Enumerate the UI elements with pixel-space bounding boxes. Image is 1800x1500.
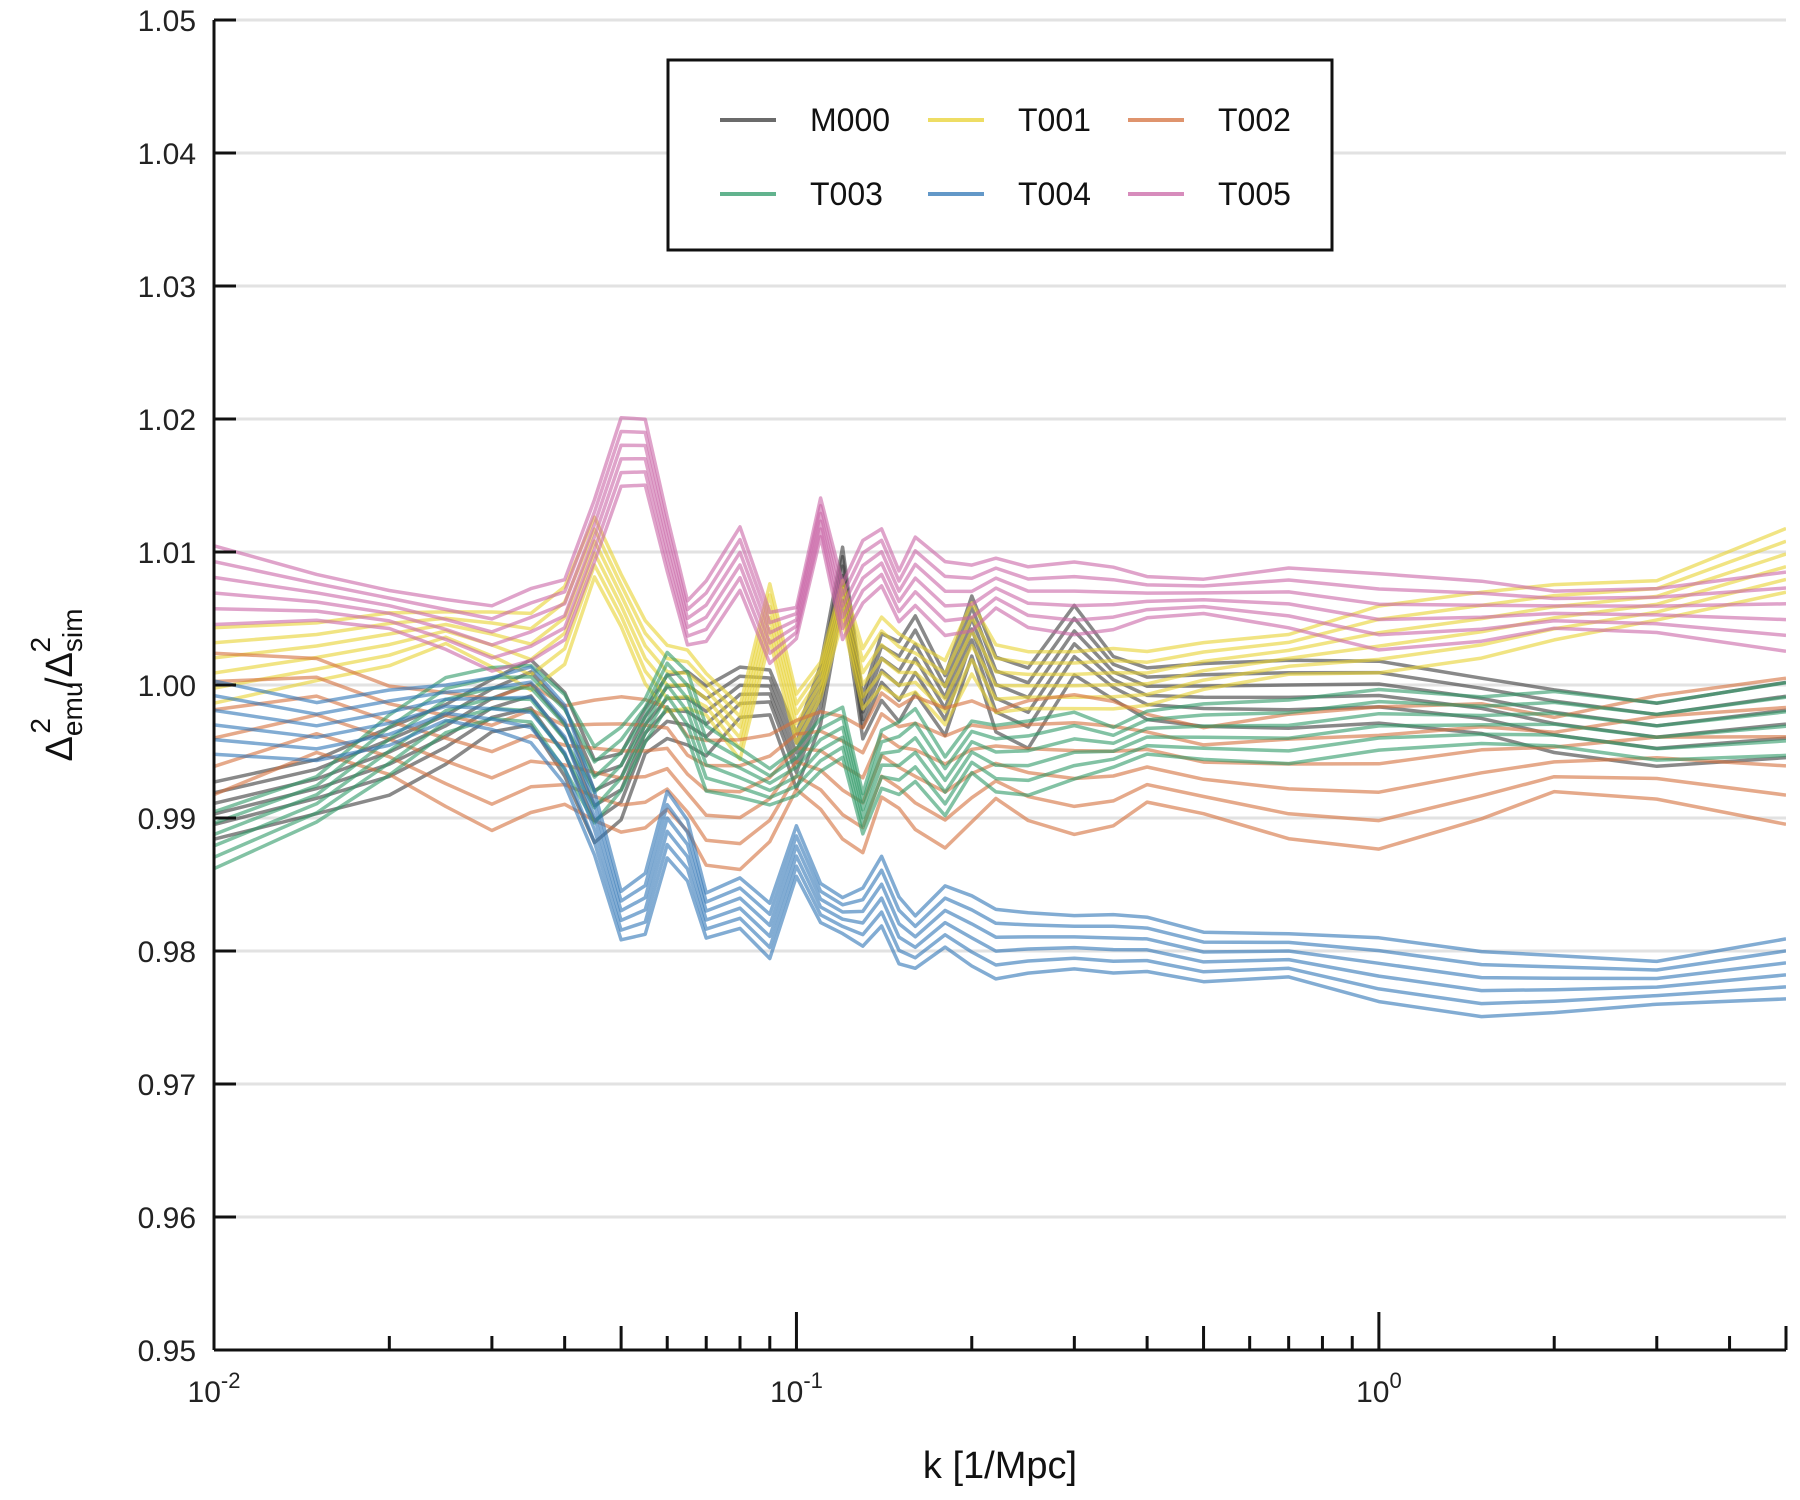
svg-text:Δemu2/Δsim2: Δemu2/Δsim2 bbox=[25, 609, 88, 762]
x-axis-title: k [1/Mpc] bbox=[923, 1445, 1077, 1487]
x-tick-label: 10-2 bbox=[188, 1368, 241, 1409]
y-tick-label: 0.98 bbox=[138, 936, 196, 969]
series-line-T003 bbox=[214, 683, 1786, 848]
series-line-T005 bbox=[214, 483, 1786, 673]
series-line-T004 bbox=[214, 665, 1786, 964]
y-tick-label: 1.01 bbox=[138, 537, 196, 570]
series-line-T004 bbox=[214, 711, 1786, 1006]
series-T005 bbox=[214, 416, 1786, 673]
series-line-T001 bbox=[214, 539, 1786, 729]
series-line-T001 bbox=[214, 515, 1786, 708]
series-line-T003 bbox=[214, 650, 1786, 814]
legend-label-M000: M000 bbox=[810, 102, 890, 138]
series-line-T002 bbox=[214, 731, 1786, 846]
y-tick-label: 0.99 bbox=[138, 803, 196, 836]
y-tick-label: 1.02 bbox=[138, 404, 196, 437]
series-line-T005 bbox=[214, 429, 1786, 625]
series-line-T003 bbox=[214, 672, 1786, 837]
y-title-den-sup: 2 bbox=[25, 637, 56, 653]
series-T004 bbox=[214, 665, 1786, 1019]
series-line-T003 bbox=[214, 661, 1786, 825]
series-line-T001 bbox=[214, 575, 1786, 762]
legend-label-T005: T005 bbox=[1218, 176, 1291, 212]
series-line-T004 bbox=[214, 718, 1786, 1019]
x-tick-label: 100 bbox=[1356, 1368, 1402, 1409]
legend: M000 T001 T002 T003 T004 T005 bbox=[666, 58, 1334, 252]
series-line-T001 bbox=[214, 563, 1786, 751]
y-title-num-sub: emu bbox=[57, 682, 88, 736]
y-tick-label: 1.00 bbox=[138, 670, 196, 703]
series-line-T004 bbox=[214, 704, 1786, 993]
y-tick-label: 0.95 bbox=[138, 1335, 196, 1368]
series-line-T005 bbox=[214, 456, 1786, 647]
y-tick-label: 1.04 bbox=[138, 138, 196, 171]
series-line-T005 bbox=[214, 443, 1786, 635]
series-line-T005 bbox=[214, 416, 1786, 615]
series-line-T004 bbox=[214, 680, 1786, 972]
series-layer bbox=[214, 416, 1786, 1019]
legend-label-T003: T003 bbox=[810, 176, 883, 212]
series-line-T002 bbox=[214, 750, 1786, 872]
y-title-sep: / bbox=[39, 677, 81, 688]
y-axis-title: Δemu2/Δsim2 bbox=[25, 609, 88, 762]
series-line-T001 bbox=[214, 551, 1786, 740]
legend-label-T002: T002 bbox=[1218, 102, 1291, 138]
x-tick-label: 10-1 bbox=[770, 1368, 823, 1409]
legend-box bbox=[666, 58, 1334, 252]
y-axis-ticks: 0.95 0.96 0.97 0.98 0.99 1.00 1.01 1.02 1.03 1.04… bbox=[138, 5, 236, 1368]
x-axis-ticks: 10-2 10-1 100 bbox=[188, 1312, 1788, 1409]
legend-label-T004: T004 bbox=[1018, 176, 1091, 212]
y-tick-label: 0.97 bbox=[138, 1069, 196, 1102]
y-title-den-base: Δ bbox=[39, 652, 81, 677]
y-title-num-base: Δ bbox=[39, 736, 81, 761]
legend-label-T001: T001 bbox=[1018, 102, 1091, 138]
series-line-T004 bbox=[214, 695, 1786, 981]
y-title-den-sub: sim bbox=[57, 609, 88, 653]
y-tick-label: 0.96 bbox=[138, 1202, 196, 1235]
y-title-num-sup: 2 bbox=[25, 718, 56, 734]
y-tick-label: 1.03 bbox=[138, 271, 196, 304]
series-line-T005 bbox=[214, 470, 1786, 660]
y-tick-label: 1.05 bbox=[138, 5, 196, 38]
